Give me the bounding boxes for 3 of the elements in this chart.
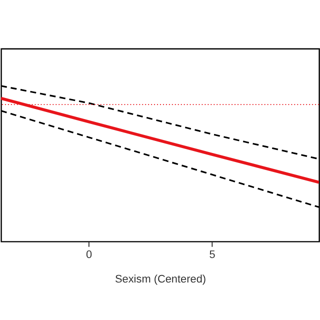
x-tick-label: 0 (86, 248, 92, 261)
x-tick-label: 5 (209, 248, 216, 261)
x-axis-title: Sexism (Centered) (114, 274, 206, 286)
